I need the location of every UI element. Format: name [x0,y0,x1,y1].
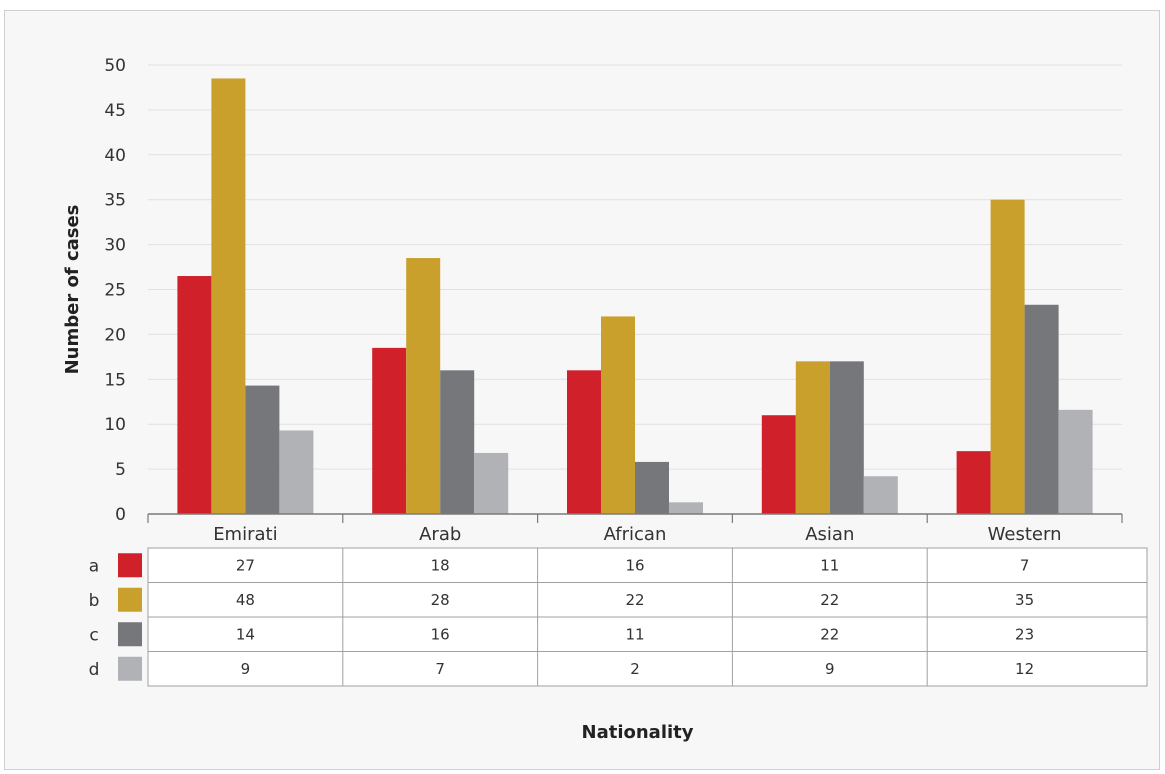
bar-c-arab [440,370,475,514]
table-cell: 9 [825,660,835,678]
y-tick-label: 40 [104,146,126,166]
legend-swatch-d [118,656,142,681]
y-tick-label: 30 [104,236,126,256]
y-tick-label: 45 [104,101,126,121]
legend-label-b: b [89,591,100,611]
bar-b-western [990,199,1025,514]
table-cell: 16 [431,625,450,643]
y-tick-label: 10 [104,415,126,435]
y-tick-label: 0 [115,505,126,525]
bar-b-asian [795,361,830,514]
table-cell: 12 [1015,660,1034,678]
bar-a-emirati [177,276,212,514]
bar-a-western [956,451,991,514]
table-cell: 28 [431,591,450,609]
x-category-label: Western [988,524,1062,545]
bars [177,78,1093,514]
bar-c-emirati [245,385,280,514]
table-cell: 35 [1015,591,1034,609]
bar-c-western [1024,304,1059,514]
table-cell: 48 [236,591,255,609]
table-cell: 11 [625,625,644,643]
bar-d-emirati [279,430,314,514]
legend-label-c: c [89,625,98,645]
legend-swatch-c [118,622,142,647]
y-tick-labels: 0 5 10 15 20 25 30 35 40 45 50 [104,56,126,525]
bar-c-african [635,461,669,514]
table-cell: 7 [1020,556,1030,574]
y-tick-label: 5 [115,460,126,480]
bar-b-arab [406,258,441,514]
bar-d-asian [863,476,898,514]
bar-a-asian [761,415,796,514]
bar-b-emirati [211,78,246,514]
bar-a-arab [372,347,407,514]
bar-c-asian [829,361,864,514]
x-category-labels: Emirati Arab African Asian Western [213,524,1061,545]
legend-swatch-b [118,587,142,612]
x-category-label: Emirati [213,524,277,545]
table-cell: 16 [625,556,644,574]
table-cell: 23 [1015,625,1034,643]
x-category-label: Arab [419,524,461,545]
legend-label-d: d [89,660,100,680]
bar-d-african [669,502,703,514]
data-table: a 27 18 16 11 7 b 48 28 22 22 35 c 14 16 11 22 23 d 9 7 2 9 12 [89,547,1148,687]
x-category-label: African [604,524,667,545]
bar-d-arab [474,452,509,514]
y-tick-label: 50 [104,56,126,76]
y-axis-label: Number of cases [62,205,83,375]
table-cell: 9 [241,660,251,678]
bar-d-western [1058,409,1093,514]
bar-a-african [567,370,601,514]
y-tick-label: 20 [104,325,126,345]
table-cell: 22 [820,625,839,643]
table-cell: 2 [630,660,640,678]
y-tick-label: 35 [104,191,126,211]
x-category-label: Asian [805,524,854,545]
x-axis-label: Nationality [582,722,694,743]
table-cell: 11 [820,556,839,574]
table-cell: 14 [236,625,255,643]
legend-label-a: a [89,556,99,576]
bar-b-african [601,316,635,514]
y-tick-label: 25 [104,281,126,301]
table-cell: 27 [236,556,255,574]
axes [147,513,1123,523]
table-cell: 18 [431,556,450,574]
y-tick-label: 15 [104,370,126,390]
table-cell: 22 [625,591,644,609]
table-cell: 7 [435,660,445,678]
legend-swatch-a [118,553,142,578]
table-cell: 22 [820,591,839,609]
